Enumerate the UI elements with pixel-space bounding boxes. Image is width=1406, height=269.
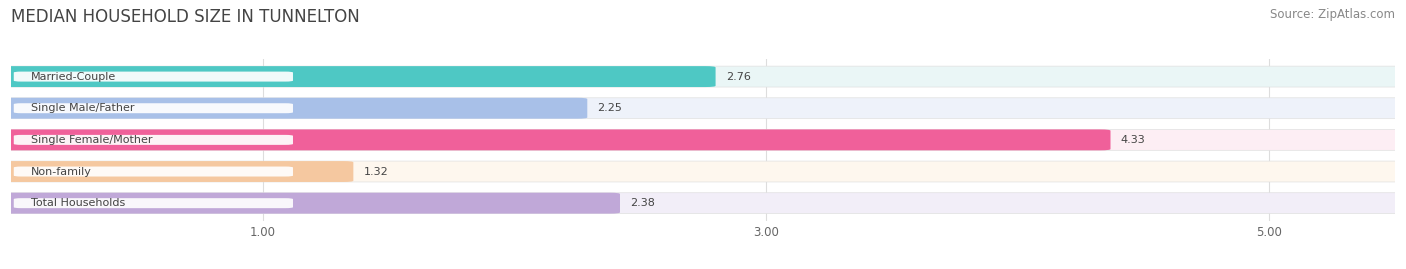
Text: MEDIAN HOUSEHOLD SIZE IN TUNNELTON: MEDIAN HOUSEHOLD SIZE IN TUNNELTON — [11, 8, 360, 26]
FancyBboxPatch shape — [1, 161, 1405, 182]
Text: 4.33: 4.33 — [1121, 135, 1146, 145]
FancyBboxPatch shape — [1, 98, 588, 119]
Text: Non-family: Non-family — [31, 167, 93, 176]
Text: Total Households: Total Households — [31, 198, 125, 208]
FancyBboxPatch shape — [14, 167, 292, 176]
Text: Source: ZipAtlas.com: Source: ZipAtlas.com — [1270, 8, 1395, 21]
FancyBboxPatch shape — [1, 193, 620, 214]
FancyBboxPatch shape — [1, 66, 716, 87]
Text: 2.76: 2.76 — [725, 72, 751, 82]
FancyBboxPatch shape — [14, 72, 292, 82]
FancyBboxPatch shape — [14, 103, 292, 113]
FancyBboxPatch shape — [14, 198, 292, 208]
Text: 2.38: 2.38 — [630, 198, 655, 208]
FancyBboxPatch shape — [1, 98, 1405, 119]
FancyBboxPatch shape — [1, 66, 1405, 87]
FancyBboxPatch shape — [14, 135, 292, 145]
Text: Single Male/Father: Single Male/Father — [31, 103, 135, 113]
FancyBboxPatch shape — [1, 129, 1111, 150]
FancyBboxPatch shape — [1, 193, 1405, 214]
Text: 1.32: 1.32 — [363, 167, 388, 176]
Text: 2.25: 2.25 — [598, 103, 623, 113]
FancyBboxPatch shape — [1, 161, 353, 182]
FancyBboxPatch shape — [1, 129, 1405, 150]
Text: Married-Couple: Married-Couple — [31, 72, 117, 82]
Text: Single Female/Mother: Single Female/Mother — [31, 135, 153, 145]
